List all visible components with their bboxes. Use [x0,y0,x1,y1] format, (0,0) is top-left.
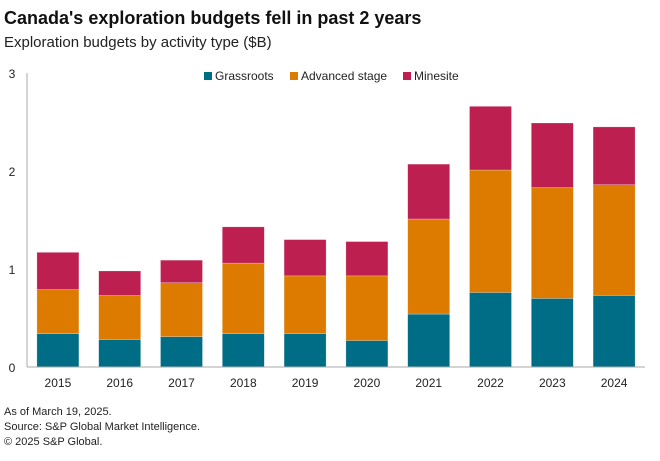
x-tick-label: 2018 [230,376,257,390]
bar-grassroots [36,333,80,368]
bar-advanced-stage [36,289,80,334]
legend-swatch [403,72,411,80]
bar-grassroots [98,339,141,368]
legend-label: Grassroots [215,69,274,83]
bar-minesite [345,241,389,277]
bar-minesite [222,226,265,264]
bar-advanced-stage [98,295,141,340]
x-tick-label: 2016 [106,376,133,390]
legend-label: Advanced stage [301,69,388,83]
legend-item-grassroots: Grassroots [204,69,274,83]
x-tick-label: 2021 [415,376,442,390]
bar-advanced-stage [283,275,327,334]
bar-minesite [36,252,80,290]
chart-title: Canada's exploration budgets fell in pas… [4,8,422,28]
bar-minesite [530,122,574,188]
bar-advanced-stage [160,282,203,337]
bar-minesite [592,126,636,186]
bar-grassroots [469,292,512,368]
chart-subtitle: Exploration budgets by activity type ($B… [4,34,272,51]
x-tick-label: 2023 [539,376,566,390]
legend-item-minesite: Minesite [403,69,459,83]
bar-grassroots [592,295,636,368]
x-tick-label: 2017 [168,376,195,390]
y-tick-label: 3 [9,67,16,81]
bar-advanced-stage [592,184,636,296]
y-tick-label: 0 [9,361,16,375]
legend-label: Minesite [414,69,459,83]
bar-grassroots [407,313,451,368]
note-date: As of March 19, 2025. [4,406,112,418]
x-tick-label: 2024 [601,376,628,390]
legend-swatch [290,72,298,80]
bar-grassroots [160,336,203,368]
bar-advanced-stage [469,169,512,293]
bar-advanced-stage [407,218,451,315]
bar-minesite [407,163,451,220]
note-source: Source: S&P Global Market Intelligence. [4,421,201,433]
x-tick-label: 2020 [354,376,381,390]
note-copyright: © 2025 S&P Global. [4,436,103,448]
bar-minesite [283,239,327,277]
bar-advanced-stage [530,187,574,299]
bar-minesite [98,270,141,296]
footnotes: As of March 19, 2025. Source: S&P Global… [4,405,200,450]
bar-minesite [469,106,512,171]
bar-advanced-stage [222,262,265,334]
legend-item-advanced-stage: Advanced stage [290,69,387,83]
bar-minesite [160,259,203,284]
bar-grassroots [222,333,265,368]
bar-grassroots [530,298,574,368]
bar-advanced-stage [345,275,389,341]
y-tick-label: 1 [9,263,16,277]
x-tick-label: 2019 [292,376,319,390]
x-tick-label: 2022 [477,376,504,390]
x-tick-label: 2015 [45,376,72,390]
bar-grassroots [283,333,327,368]
bar-grassroots [345,340,389,368]
legend-swatch [204,72,212,80]
y-tick-label: 2 [9,165,16,179]
